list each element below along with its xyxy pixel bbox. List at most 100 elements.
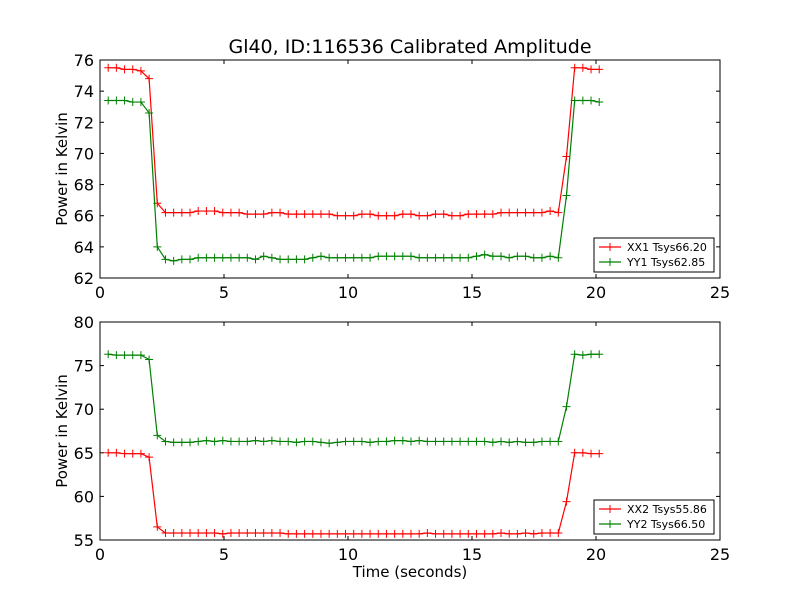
data-point [537,208,546,217]
data-point [578,63,587,72]
data-point [595,350,604,359]
data-point [480,437,489,446]
bottom-y-axis-label: Power in Kelvin [53,374,71,488]
x-tick-label: 5 [219,545,229,564]
data-point [406,437,415,446]
data-point [366,529,375,538]
data-point [587,350,596,359]
data-point [210,437,219,446]
data-point [447,253,456,262]
data-point [300,255,309,264]
data-point [415,253,424,262]
data-point [186,438,195,447]
data-point [406,210,415,219]
data-point [120,351,129,360]
data-point [226,529,235,538]
data-point [202,436,211,445]
y-tick-label: 76 [74,51,94,70]
data-point [235,529,244,538]
data-point [349,437,358,446]
data-point [325,529,334,538]
data-point [415,436,424,445]
legend-marker [606,520,614,528]
data-point [202,253,211,262]
data-point [415,529,424,538]
legend-marker [606,505,614,513]
y-tick-label: 55 [74,531,94,550]
data-point [153,522,162,531]
data-point [472,529,481,538]
data-point [480,250,489,259]
bottom-series-2 [104,350,604,448]
data-point [292,529,301,538]
data-point [456,253,465,262]
data-point [341,253,350,262]
data-point [259,529,268,538]
data-point [587,96,596,105]
y-tick-label: 68 [74,176,94,195]
x-tick-label: 15 [462,545,482,564]
data-point [243,529,252,538]
data-point [202,529,211,538]
data-point [259,437,268,446]
data-point [529,208,538,217]
data-point [128,65,137,74]
x-tick-label: 0 [95,545,105,564]
data-point [136,66,145,75]
data-point [505,529,514,538]
data-point [153,431,162,440]
data-point [112,448,121,457]
data-point [333,438,342,447]
y-tick-label: 75 [74,357,94,376]
data-point [333,211,342,220]
data-point [276,437,285,446]
y-tick-label: 70 [74,144,94,163]
data-point [390,529,399,538]
data-point [366,253,375,262]
data-point [439,253,448,262]
data-point [562,152,571,161]
data-point [316,438,325,447]
data-point [128,351,137,360]
data-point [284,210,293,219]
data-point [357,253,366,262]
data-point [595,449,604,458]
data-point [177,438,186,447]
data-point [382,437,391,446]
data-point [243,437,252,446]
data-point [472,437,481,446]
data-point [226,208,235,217]
bottom-series-1-line [108,452,600,535]
top-plot: Power in Kelvin 0 5 10 15 20 25 62 64 66 68 70 72 74… [53,51,730,302]
legend-label: YY1 Tsys62.85 [626,256,705,269]
top-series-2-line [108,99,600,262]
data-point [316,210,325,219]
data-point [194,253,203,262]
legend-label: YY2 Tsys66.50 [626,518,705,531]
data-point [112,63,121,72]
data-point [562,497,571,506]
data-point [153,242,162,251]
data-point [284,255,293,264]
data-point [562,191,571,200]
data-point [300,529,309,538]
data-point [210,207,219,216]
data-point [316,529,325,538]
data-point [308,253,317,262]
data-point [447,529,456,538]
data-point [145,355,154,364]
data-point [325,253,334,262]
data-point [177,529,186,538]
data-point [194,207,203,216]
data-point [308,210,317,219]
data-point [480,529,489,538]
data-point [292,438,301,447]
data-point [325,439,334,448]
data-point [202,207,211,216]
data-point [284,529,293,538]
data-point [194,437,203,446]
y-tick-label: 70 [74,400,94,419]
data-point [218,529,227,538]
data-point [308,437,317,446]
